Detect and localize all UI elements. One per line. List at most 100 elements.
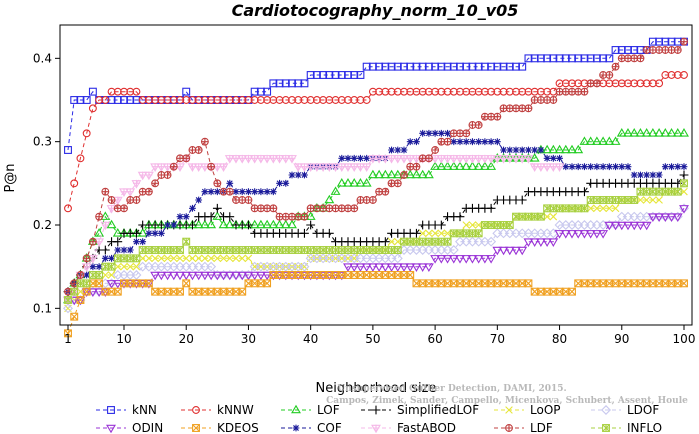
data-point-KDEOS <box>126 279 135 288</box>
data-point-ODIN <box>529 238 540 247</box>
data-point-INFLO <box>368 246 377 254</box>
data-point-INFLO <box>555 204 564 213</box>
data-point-COF <box>556 154 563 162</box>
data-point-kNNW <box>387 87 396 96</box>
data-point-KDEOS <box>393 271 402 279</box>
data-point-SimplifiedLOF <box>300 228 309 238</box>
data-point-KDEOS <box>250 279 259 288</box>
data-point-kNN <box>655 37 664 46</box>
data-point-LOF <box>629 128 640 137</box>
data-point-FastABOD <box>448 154 459 164</box>
data-point-kNNW <box>219 96 228 104</box>
data-point-KDEOS <box>549 287 558 296</box>
data-point-kNNW <box>431 87 440 96</box>
y-tick-label: 0.3 <box>33 135 52 149</box>
data-point-kNN <box>82 96 91 104</box>
data-point-KDEOS <box>400 271 408 279</box>
data-point-ODIN <box>87 288 98 297</box>
data-point-INFLO <box>474 229 483 238</box>
data-point-COF <box>549 154 557 162</box>
chart-title: Cardiotocography_norm_10_v05 <box>232 1 519 20</box>
data-point-LOF <box>436 161 447 170</box>
data-point-INFLO <box>238 246 247 254</box>
data-point-kNN <box>543 54 552 63</box>
data-point-SimplifiedLOF <box>188 220 197 230</box>
data-point-LDF <box>443 137 452 146</box>
data-point-kNNW <box>680 71 688 79</box>
data-point-KDEOS <box>424 279 433 288</box>
data-point-LOF <box>573 144 584 154</box>
data-point-kNN <box>400 62 408 71</box>
data-point-ODIN <box>324 271 335 281</box>
data-point-KDEOS <box>244 279 253 288</box>
data-point-ODIN <box>361 263 372 272</box>
data-point-KDEOS <box>256 279 265 288</box>
data-point-ODIN <box>374 263 385 272</box>
data-point-FastABOD <box>492 154 503 164</box>
data-point-COF <box>456 138 464 146</box>
legend-label: LoOP <box>530 403 561 417</box>
data-point-COF <box>350 154 358 162</box>
data-point-LoOP <box>188 254 197 263</box>
data-point-ODIN <box>616 221 627 231</box>
data-point-kNNW <box>312 96 321 104</box>
data-point-FastABOD <box>392 154 403 164</box>
data-point-LOF <box>623 128 633 137</box>
legend-label: kNNW <box>217 403 254 417</box>
data-point-KDEOS <box>344 271 352 279</box>
data-point-ODIN <box>548 238 559 247</box>
data-point-kNN <box>493 62 502 71</box>
data-point-LOF <box>473 161 484 170</box>
data-point-FastABOD <box>94 238 105 247</box>
data-point-KDEOS <box>418 279 427 288</box>
data-point-INFLO <box>648 187 657 196</box>
data-point-FastABOD <box>405 154 416 164</box>
data-point-ODIN <box>224 271 235 281</box>
data-point-ODIN <box>629 221 640 231</box>
data-point-kNN <box>580 54 589 63</box>
data-point-kNNW <box>512 87 520 96</box>
x-tick-label: 80 <box>552 332 567 346</box>
data-point-INFLO <box>630 196 639 204</box>
data-point-SimplifiedLOF <box>679 170 689 180</box>
data-point-KDEOS <box>592 279 601 288</box>
data-point-INFLO <box>568 204 576 213</box>
data-point-LOF <box>560 144 571 154</box>
data-point-INFLO <box>275 246 284 254</box>
data-point-INFLO <box>207 246 216 254</box>
data-point-LDOF <box>299 261 310 272</box>
data-point-LDF <box>368 196 377 204</box>
data-point-INFLO <box>269 246 278 254</box>
data-point-LoOP <box>238 254 247 263</box>
data-point-COF <box>593 163 601 171</box>
data-point-FastABOD <box>380 154 391 164</box>
data-point-ODIN <box>75 296 86 306</box>
data-point-ODIN <box>262 271 273 281</box>
data-point-kNNW <box>362 96 371 104</box>
watermark-line-1: Campos, Zimek, Sander, Campello, Micenko… <box>326 396 688 406</box>
data-point-KDEOS <box>530 287 539 296</box>
data-point-INFLO <box>225 246 234 254</box>
data-point-kNNW <box>611 79 620 88</box>
data-point-kNN <box>312 71 321 79</box>
data-point-kNNW <box>487 87 496 96</box>
x-tick-label: 50 <box>365 332 380 346</box>
data-point-ODIN <box>231 271 241 281</box>
data-point-KDEOS <box>642 279 651 288</box>
data-point-INFLO <box>462 229 471 238</box>
data-point-kNN <box>306 71 315 79</box>
data-point-LDF <box>431 146 440 154</box>
legend-label: COF <box>317 421 342 434</box>
data-point-FastABOD <box>231 154 241 164</box>
data-point-INFLO <box>499 221 508 229</box>
data-point-KDEOS <box>524 279 533 288</box>
data-point-ODIN <box>193 271 204 281</box>
data-point-FastABOD <box>318 163 329 172</box>
data-point-ODIN <box>535 238 546 247</box>
legend-label: LDOF <box>627 403 659 417</box>
data-point-LoOP <box>462 221 471 229</box>
data-point-KDEOS <box>673 279 682 288</box>
data-point-kNN <box>300 79 309 88</box>
data-point-COF <box>587 163 595 171</box>
data-point-kNNW <box>244 96 253 104</box>
